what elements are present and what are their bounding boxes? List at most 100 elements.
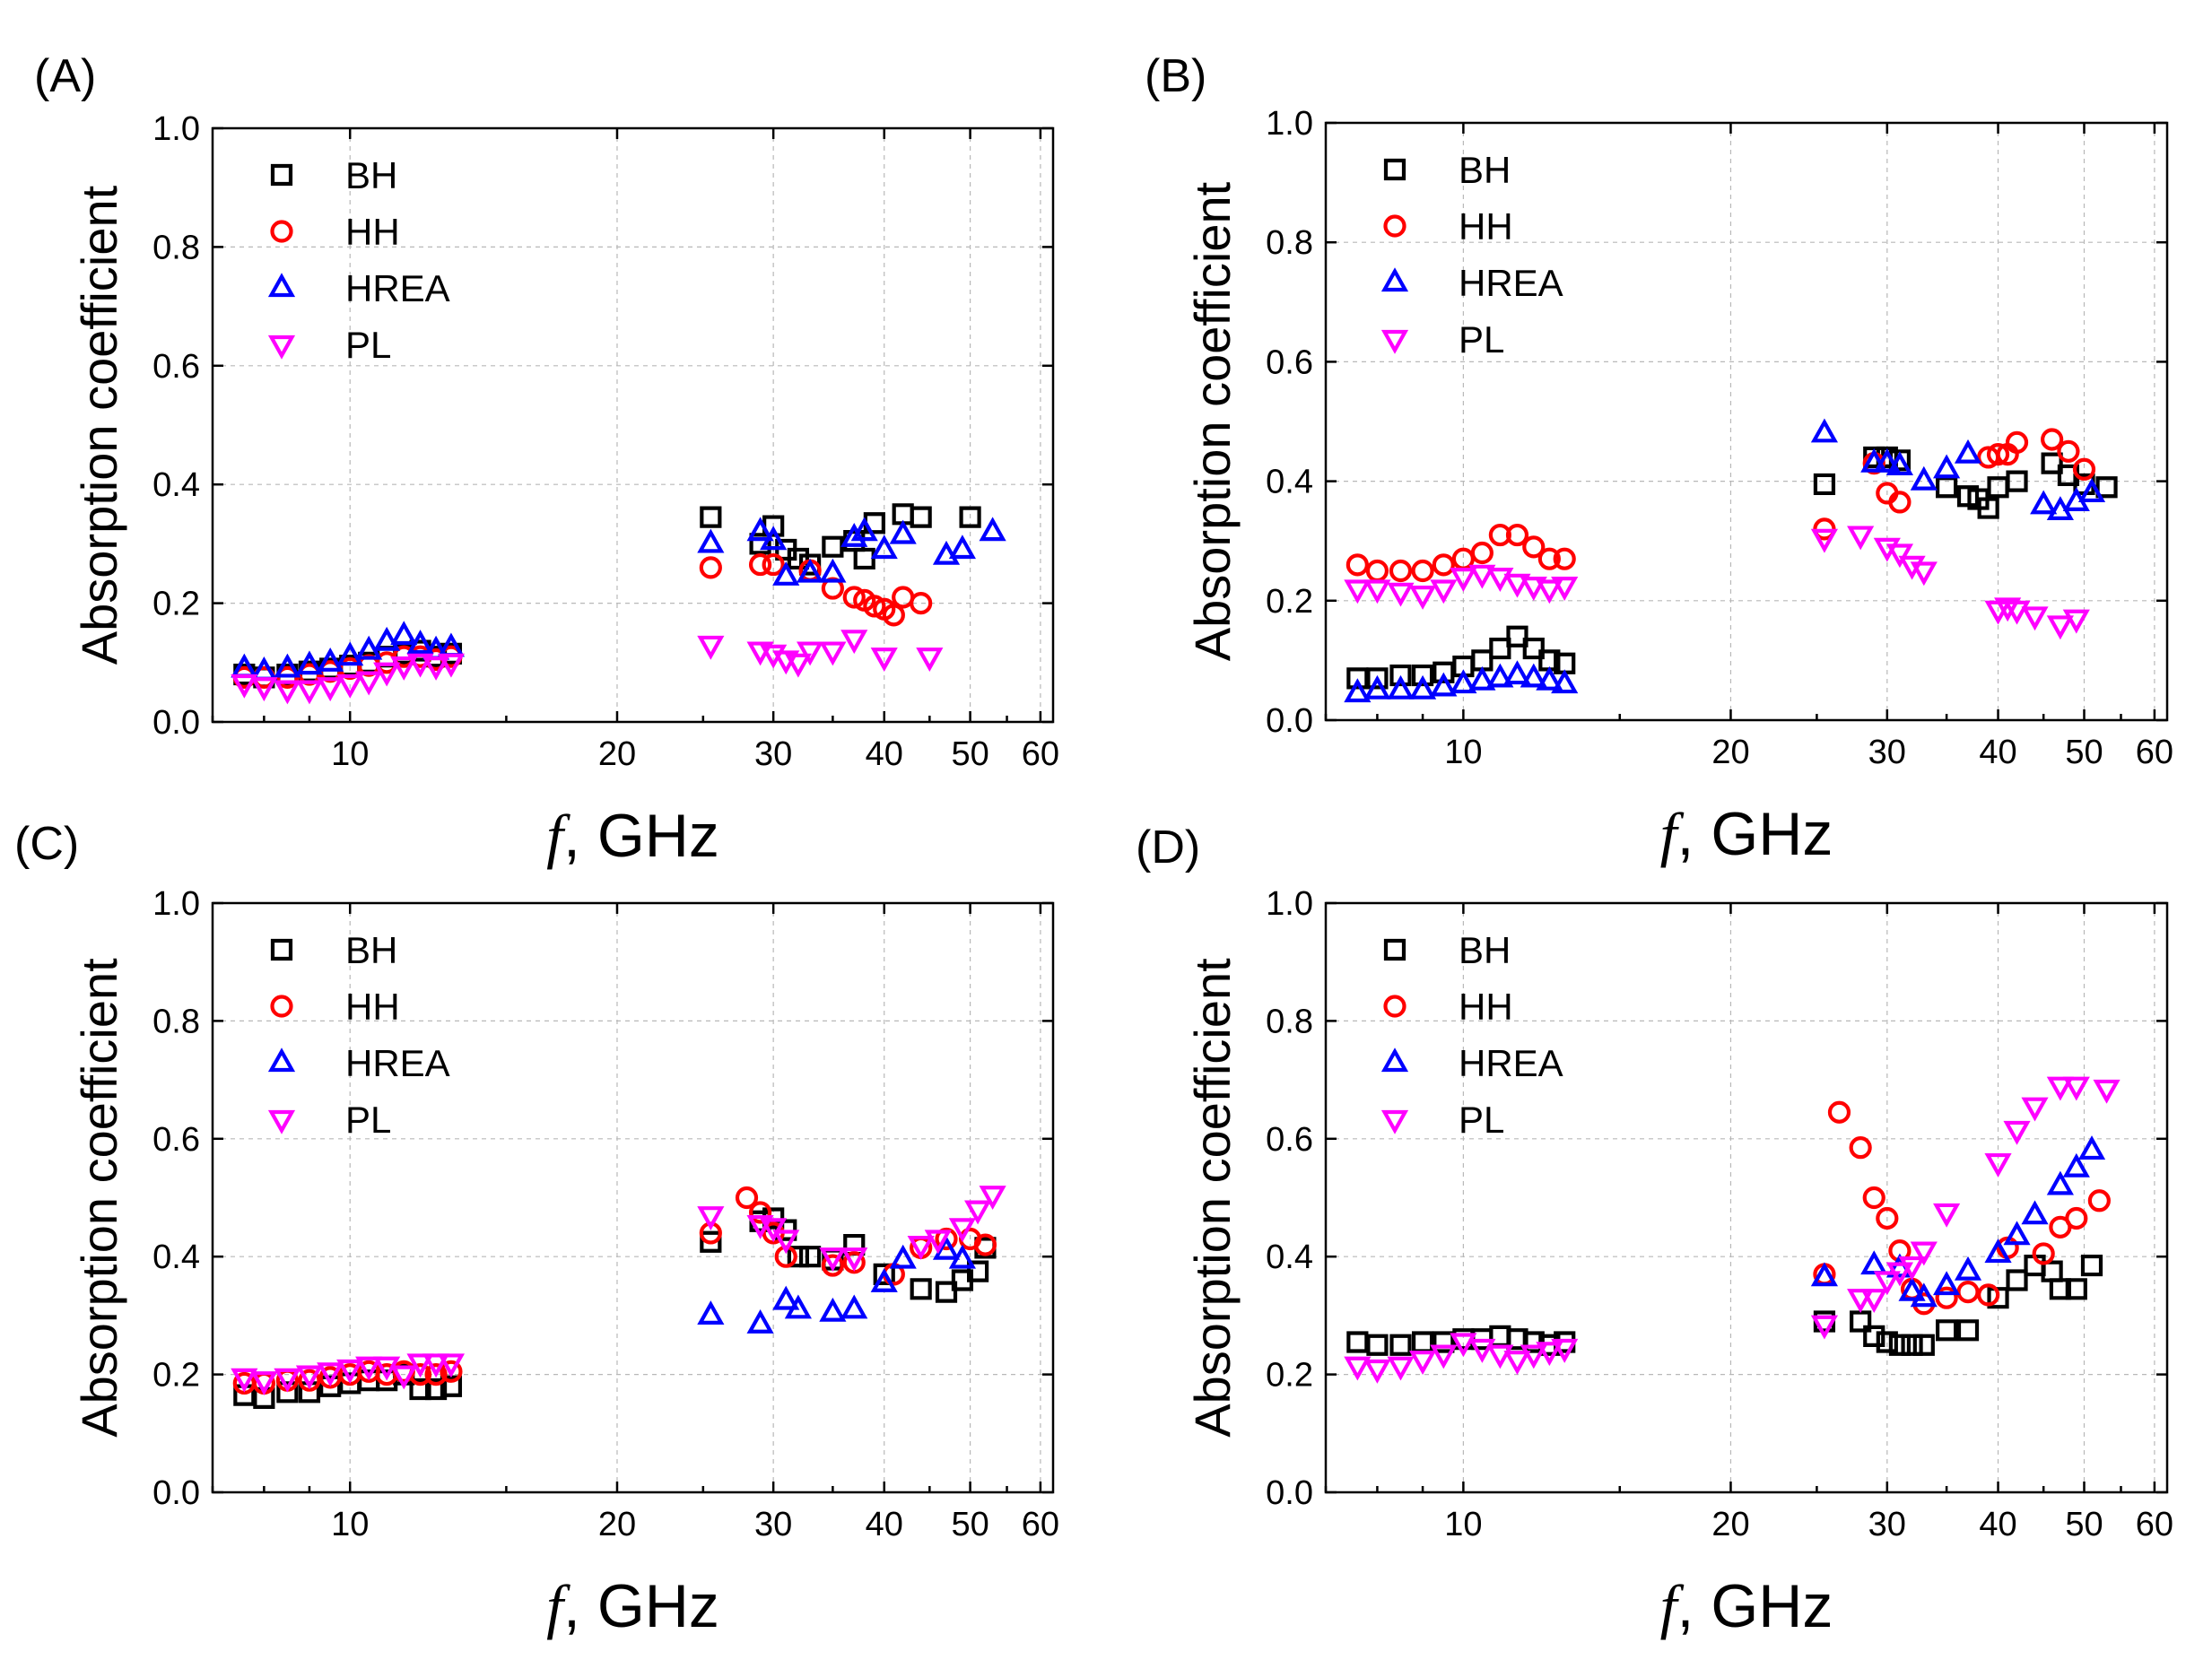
- data-point-bh: [424, 1378, 448, 1401]
- x-tick-label: 50: [951, 735, 988, 773]
- data-point-hrea: [355, 635, 383, 660]
- x-tick-label: 40: [866, 1506, 903, 1543]
- data-point-bh: [2006, 470, 2028, 492]
- data-point-pl: [1520, 1344, 1547, 1369]
- data-point-hrea: [1408, 674, 1437, 700]
- legend-marker-bh: [1383, 938, 1406, 961]
- plot-frame: [211, 901, 1055, 1494]
- x-tick-label: 30: [1868, 734, 1906, 771]
- data-point-bh: [1987, 1287, 2009, 1309]
- data-point-hrea: [390, 621, 418, 646]
- data-point-hh: [748, 552, 772, 577]
- x-tick-label: 10: [331, 1506, 369, 1543]
- legend-marker-hh: [270, 220, 293, 243]
- data-point-pl: [907, 1235, 935, 1260]
- data-point-bh: [440, 1375, 463, 1397]
- data-point-pl: [1387, 582, 1415, 607]
- legend: BH HH HREA PL: [1380, 929, 1563, 1141]
- data-point-hh: [1470, 541, 1494, 565]
- y-axis-title: Absorption coefficient: [1184, 958, 1241, 1438]
- legend-label-bh: BH: [345, 929, 397, 971]
- data-point-hh: [1956, 1281, 1980, 1304]
- data-point-pl: [2062, 609, 2090, 634]
- data-point-bh: [1366, 667, 1389, 690]
- x-tick-label: 60: [1022, 735, 1059, 773]
- data-point-pl: [336, 1359, 364, 1384]
- x-tick-label: 30: [754, 735, 792, 773]
- series-hh: [1813, 1100, 2111, 1316]
- data-point-pl: [1910, 561, 1938, 587]
- legend-label-hrea: HREA: [345, 267, 450, 309]
- data-point-pl: [355, 1356, 383, 1381]
- data-point-bh: [1489, 1325, 1511, 1347]
- data-point-hh: [424, 1362, 448, 1386]
- data-point-hrea: [2046, 1170, 2074, 1195]
- data-point-hrea: [979, 517, 1006, 542]
- data-point-hh: [1522, 535, 1546, 559]
- legend-marker-bh: [270, 938, 293, 961]
- legend-label-bh: BH: [1459, 149, 1511, 191]
- legend-label-hh: HH: [345, 211, 400, 253]
- data-point-pl: [2021, 1097, 2049, 1122]
- data-point-pl: [1933, 1203, 1961, 1228]
- series-pl: [231, 1186, 1006, 1395]
- data-point-hh: [1977, 1283, 2000, 1307]
- data-point-hrea: [819, 1297, 847, 1322]
- legend-marker-hh: [1383, 214, 1406, 238]
- y-tick-label: 0.2: [1266, 1357, 1313, 1395]
- data-point-hh: [298, 1369, 321, 1392]
- data-point-hrea: [889, 519, 917, 544]
- data-point-hrea: [746, 1308, 774, 1334]
- panel-label: (B): [1145, 50, 1206, 102]
- data-point-bh: [1977, 497, 1999, 519]
- data-point-bh: [1901, 1334, 1923, 1356]
- data-point-bh: [798, 1246, 822, 1268]
- y-tick-label: 0.0: [152, 704, 200, 742]
- data-point-hrea: [2077, 478, 2106, 503]
- data-point-hrea: [1551, 669, 1579, 694]
- y-tick-label: 0.6: [1266, 1121, 1313, 1159]
- data-point-hh: [973, 1233, 997, 1256]
- data-point-hrea: [1810, 1262, 1839, 1287]
- data-point-bh: [1956, 485, 1980, 508]
- data-point-bh: [1813, 1310, 1836, 1333]
- data-point-pl: [697, 635, 725, 660]
- legend-label-hh: HH: [1459, 986, 1513, 1028]
- data-point-bh: [775, 538, 797, 561]
- series-pl: [1344, 526, 2090, 640]
- data-point-bh: [1389, 1334, 1412, 1356]
- series-hrea: [1810, 1135, 2106, 1308]
- y-tick-label: 0.4: [152, 466, 200, 504]
- data-point-pl: [964, 1200, 992, 1225]
- x-tick-label: 40: [1979, 1506, 2016, 1543]
- data-point-pl: [1520, 577, 1547, 601]
- data-point-hh: [1986, 443, 2010, 466]
- data-point-pl: [1898, 1256, 1926, 1281]
- data-point-pl: [1486, 568, 1514, 592]
- data-point-hrea: [1810, 418, 1839, 443]
- series-hrea: [231, 517, 1006, 681]
- data-point-hrea: [772, 561, 800, 586]
- data-point-hrea: [1520, 663, 1547, 688]
- y-tick-label: 0.4: [152, 1238, 200, 1276]
- data-point-pl: [1503, 573, 1531, 598]
- x-tick-label: 20: [1711, 734, 1749, 771]
- data-point-hrea: [1910, 1282, 1938, 1308]
- data-point-pl: [870, 647, 898, 672]
- legend-marker-hrea: [1380, 267, 1409, 292]
- data-point-bh: [1366, 1334, 1389, 1356]
- data-point-pl: [2003, 600, 2031, 625]
- data-point-pl: [295, 1365, 324, 1390]
- data-point-hrea: [1430, 672, 1458, 697]
- data-point-pl: [916, 647, 944, 672]
- series-hh: [1345, 428, 2096, 583]
- x-tick-label: 40: [1979, 734, 2016, 771]
- y-axis-title: Absorption coefficient: [1184, 181, 1241, 661]
- data-point-hrea: [697, 1300, 725, 1325]
- data-point-hh: [1849, 1136, 1872, 1160]
- data-point-pl: [1536, 1342, 1563, 1367]
- legend: BH HH HREA PL: [267, 929, 450, 1141]
- data-point-bh: [1813, 473, 1836, 496]
- data-point-hrea: [1503, 660, 1531, 685]
- data-point-hh: [1432, 553, 1455, 577]
